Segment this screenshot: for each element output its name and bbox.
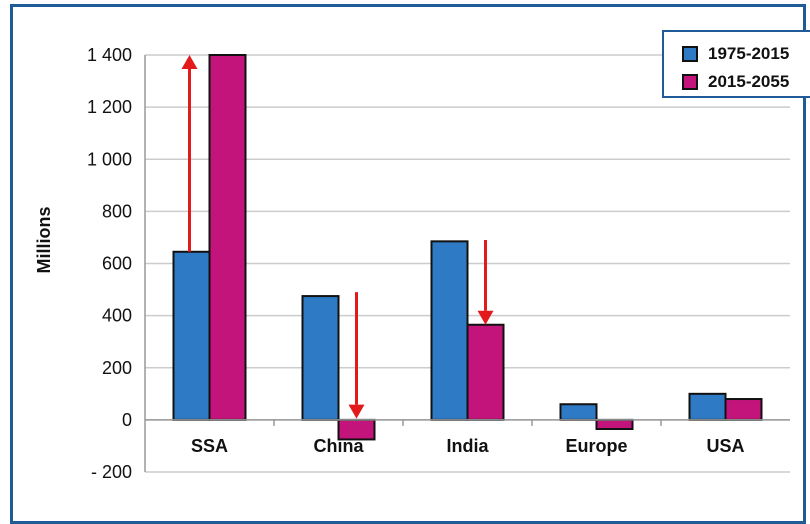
bar-usa-1 [688, 392, 727, 421]
y-tick-label: 1 200 [87, 97, 132, 117]
x-tick-label: SSA [191, 436, 228, 456]
y-tick-label: 1 000 [87, 149, 132, 169]
bar-usa-2 [724, 398, 763, 421]
y-tick-label: 200 [102, 358, 132, 378]
x-tick-label: USA [706, 436, 744, 456]
y-tick-label: 600 [102, 254, 132, 274]
bar-india-2 [466, 323, 505, 421]
bar-china-1 [301, 295, 340, 421]
legend-item-series2: 2015-2055 [682, 72, 789, 92]
y-tick-label: - 200 [91, 462, 132, 482]
bar-europe-2 [595, 418, 634, 430]
x-tick-label: Europe [565, 436, 627, 456]
y-tick-label: 0 [122, 410, 132, 430]
bar-india-1 [430, 240, 469, 421]
arrow-head-china [348, 404, 365, 419]
x-tick-label: India [446, 436, 489, 456]
arrow-head-india [477, 310, 494, 325]
y-tick-label: 800 [102, 201, 132, 221]
legend-item-series1: 1975-2015 [682, 44, 789, 64]
legend-label-series2: 2015-2055 [708, 72, 790, 91]
x-tick-label: China [313, 436, 364, 456]
y-tick-label: 1 400 [87, 45, 132, 65]
arrow-head-ssa [181, 55, 198, 69]
legend-swatch-series1 [682, 46, 698, 62]
legend-label-series1: 1975-2015 [708, 44, 790, 63]
y-axis-title: Millions [34, 207, 54, 274]
bar-europe-1 [559, 403, 598, 421]
y-tick-label: 400 [102, 306, 132, 326]
legend-swatch-series2 [682, 74, 698, 90]
bar-ssa-2 [208, 54, 247, 421]
bar-ssa-1 [172, 250, 211, 421]
legend: 1975-2015 2015-2055 [662, 30, 810, 98]
